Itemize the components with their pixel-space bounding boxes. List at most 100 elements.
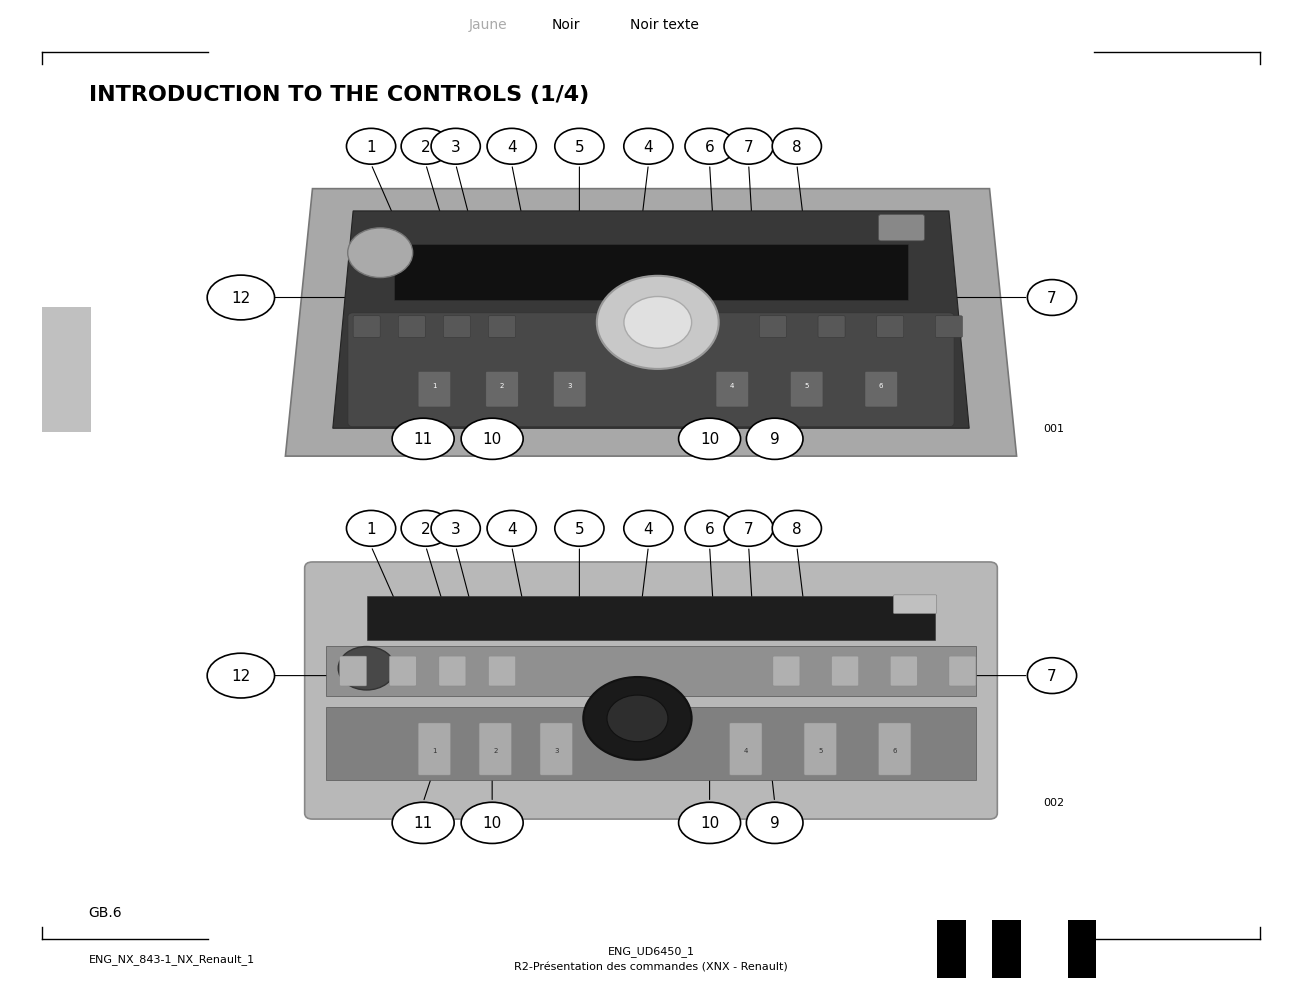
FancyBboxPatch shape [540,724,573,775]
FancyBboxPatch shape [389,656,417,686]
FancyBboxPatch shape [439,656,466,686]
Ellipse shape [207,654,275,698]
Ellipse shape [346,511,396,547]
Ellipse shape [724,129,773,165]
FancyBboxPatch shape [488,656,516,686]
Text: 10: 10 [700,815,719,831]
Ellipse shape [724,511,773,547]
Ellipse shape [555,511,604,547]
Text: Noir texte: Noir texte [630,18,698,32]
Text: 2: 2 [421,521,431,537]
FancyBboxPatch shape [42,308,91,432]
Text: 7: 7 [1047,290,1057,306]
FancyBboxPatch shape [773,656,799,686]
Text: 2: 2 [421,139,431,155]
Ellipse shape [772,511,822,547]
Ellipse shape [685,129,734,165]
Ellipse shape [392,802,454,844]
FancyBboxPatch shape [367,596,935,641]
Text: 7: 7 [743,139,754,155]
Ellipse shape [624,511,673,547]
FancyBboxPatch shape [805,724,836,775]
Text: 6: 6 [892,747,897,753]
FancyBboxPatch shape [398,316,426,338]
Text: 9: 9 [769,815,780,831]
Text: 002: 002 [1044,797,1065,807]
Circle shape [624,297,691,349]
Circle shape [607,696,668,742]
Text: 1: 1 [366,521,376,537]
FancyBboxPatch shape [949,656,976,686]
Ellipse shape [401,129,450,165]
FancyBboxPatch shape [865,372,897,408]
FancyBboxPatch shape [790,372,823,408]
FancyBboxPatch shape [479,724,512,775]
FancyBboxPatch shape [759,316,786,338]
FancyBboxPatch shape [893,595,936,614]
Text: INTRODUCTION TO THE CONTROLS (1/4): INTRODUCTION TO THE CONTROLS (1/4) [89,84,589,104]
Text: 8: 8 [792,521,802,537]
FancyBboxPatch shape [818,316,845,338]
Ellipse shape [555,129,604,165]
Text: 1: 1 [432,383,436,389]
FancyBboxPatch shape [353,316,380,338]
Text: 8: 8 [792,139,802,155]
Text: 9: 9 [769,431,780,447]
Text: 12: 12 [232,668,250,684]
FancyBboxPatch shape [992,920,1021,978]
Circle shape [339,647,395,690]
Text: 4: 4 [506,139,517,155]
Text: 6: 6 [704,521,715,537]
Ellipse shape [1027,658,1077,694]
FancyBboxPatch shape [418,372,450,408]
FancyBboxPatch shape [937,920,966,978]
Text: 4: 4 [730,383,734,389]
Text: 11: 11 [414,431,432,447]
Ellipse shape [746,802,803,844]
FancyBboxPatch shape [729,724,762,775]
Text: 5: 5 [818,747,823,753]
Text: 12: 12 [232,290,250,306]
FancyBboxPatch shape [393,246,909,301]
FancyBboxPatch shape [876,316,904,338]
Text: 4: 4 [643,521,654,537]
Ellipse shape [678,418,741,460]
Ellipse shape [207,275,275,321]
Text: Noir: Noir [552,18,581,32]
Text: 7: 7 [743,521,754,537]
Text: 10: 10 [483,815,501,831]
Ellipse shape [685,511,734,547]
Ellipse shape [624,129,673,165]
FancyBboxPatch shape [444,316,470,338]
Text: R2-Présentation des commandes (XNX - Renault): R2-Présentation des commandes (XNX - Ren… [514,961,788,971]
Polygon shape [285,190,1017,456]
Text: 7: 7 [1047,668,1057,684]
Polygon shape [333,212,969,428]
Text: 6: 6 [879,383,884,389]
Text: 2: 2 [493,747,497,753]
Text: 2: 2 [500,383,504,389]
Text: 10: 10 [483,431,501,447]
Text: 4: 4 [743,747,747,753]
Ellipse shape [392,418,454,460]
FancyBboxPatch shape [305,563,997,819]
Text: 3: 3 [450,521,461,537]
FancyBboxPatch shape [832,656,858,686]
FancyBboxPatch shape [891,656,917,686]
Text: 6: 6 [704,139,715,155]
Ellipse shape [431,129,480,165]
Text: 1: 1 [432,747,436,753]
Text: 3: 3 [568,383,572,389]
Circle shape [596,276,719,370]
FancyBboxPatch shape [879,216,924,242]
Text: ENG_NX_843-1_NX_Renault_1: ENG_NX_843-1_NX_Renault_1 [89,953,255,963]
Text: 5: 5 [574,521,585,537]
FancyBboxPatch shape [935,316,962,338]
Ellipse shape [401,511,450,547]
FancyBboxPatch shape [553,372,586,408]
FancyBboxPatch shape [326,708,976,780]
Text: 10: 10 [700,431,719,447]
FancyBboxPatch shape [486,372,518,408]
Text: 11: 11 [414,815,432,831]
Ellipse shape [461,418,523,460]
